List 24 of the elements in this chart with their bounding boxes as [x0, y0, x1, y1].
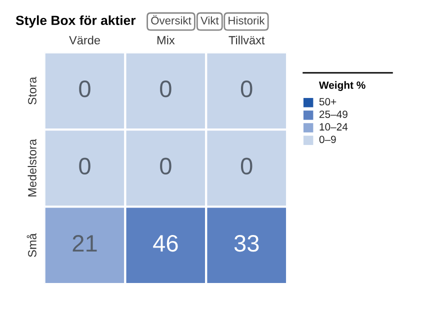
y-tick-label: Små — [26, 233, 36, 257]
y-tick-label: Stora — [28, 76, 36, 104]
text: Historik — [228, 16, 265, 24]
data-label: 0 — [160, 158, 172, 174]
y-tick-label: Medelstora — [28, 138, 36, 196]
text: 50+ — [319, 98, 336, 106]
chart-title: Style Box för aktier — [16, 15, 136, 28]
text: 10–24 — [320, 123, 348, 131]
data-label: 0 — [240, 158, 252, 174]
data-label: 33 — [234, 235, 259, 252]
data-label: 0 — [79, 80, 90, 98]
data-label: 0 — [160, 80, 172, 98]
text: 0–9 — [319, 136, 336, 144]
data-label: 21 — [72, 235, 97, 252]
text: Weight % — [318, 81, 366, 91]
x-tick-label: Tillväxt — [228, 36, 265, 44]
text: Översikt — [151, 15, 192, 24]
x-tick-label: Värde — [69, 36, 100, 44]
text: 25–49 — [319, 110, 348, 118]
text: Vikt — [200, 16, 219, 24]
data-label: 46 — [153, 235, 178, 252]
x-tick-label: Mix — [157, 36, 175, 44]
data-label: 0 — [79, 158, 90, 174]
data-label: 0 — [240, 80, 252, 98]
